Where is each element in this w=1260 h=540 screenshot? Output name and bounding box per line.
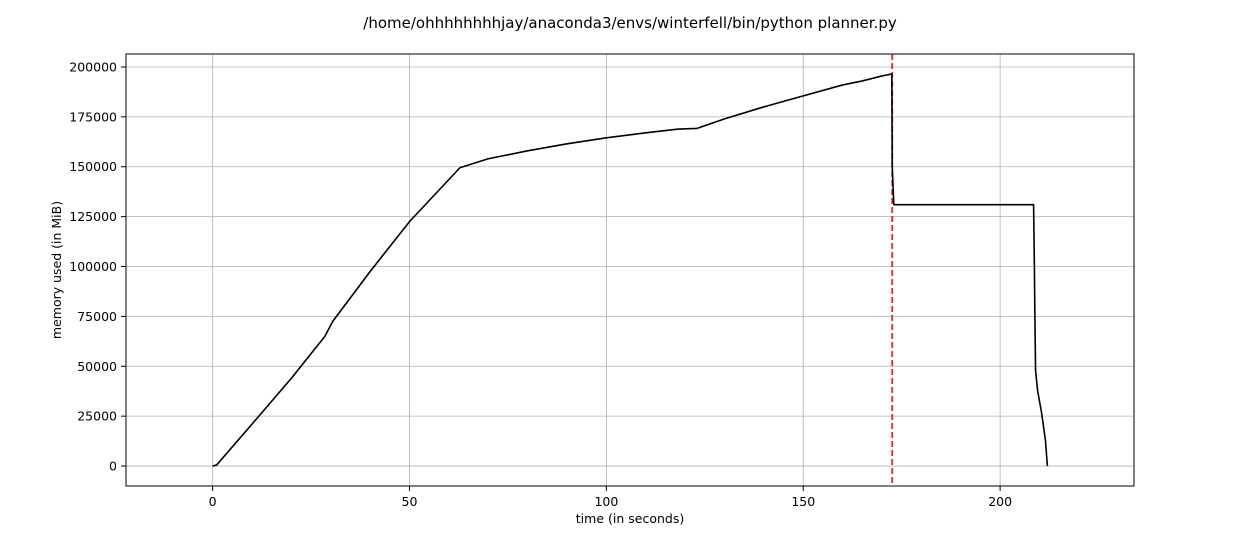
y-tick-label: 75000 xyxy=(77,309,117,324)
y-axis-ticks: 0 25000 50000 75000 100000 125000 150000 175000… xyxy=(69,59,126,474)
x-tick-label: 100 xyxy=(594,494,618,509)
grid-lines xyxy=(126,54,1134,486)
x-tick-label: 150 xyxy=(791,494,815,509)
y-tick-label: 25000 xyxy=(77,409,117,424)
y-tick-label: 200000 xyxy=(69,59,117,74)
memory-usage-line xyxy=(212,73,1049,467)
y-tick-label: 175000 xyxy=(69,109,117,124)
chart-title: /home/ohhhhhhhhjay/anaconda3/envs/winter… xyxy=(363,14,897,32)
y-tick-label: 100000 xyxy=(69,259,117,274)
x-axis-ticks: 0 50 100 150 200 xyxy=(209,486,1012,509)
plot-area-frame xyxy=(125,53,1135,487)
x-axis-label: time (in seconds) xyxy=(576,511,684,526)
x-tick-label: 200 xyxy=(988,494,1012,509)
y-tick-label: 150000 xyxy=(69,159,117,174)
y-tick-label: 0 xyxy=(109,459,117,474)
y-tick-label: 125000 xyxy=(69,209,117,224)
series-lines xyxy=(212,73,1049,467)
y-tick-label: 50000 xyxy=(77,359,117,374)
y-axis-label: memory used (in MiB) xyxy=(49,201,64,339)
x-tick-label: 0 xyxy=(209,494,217,509)
x-tick-label: 50 xyxy=(402,494,418,509)
